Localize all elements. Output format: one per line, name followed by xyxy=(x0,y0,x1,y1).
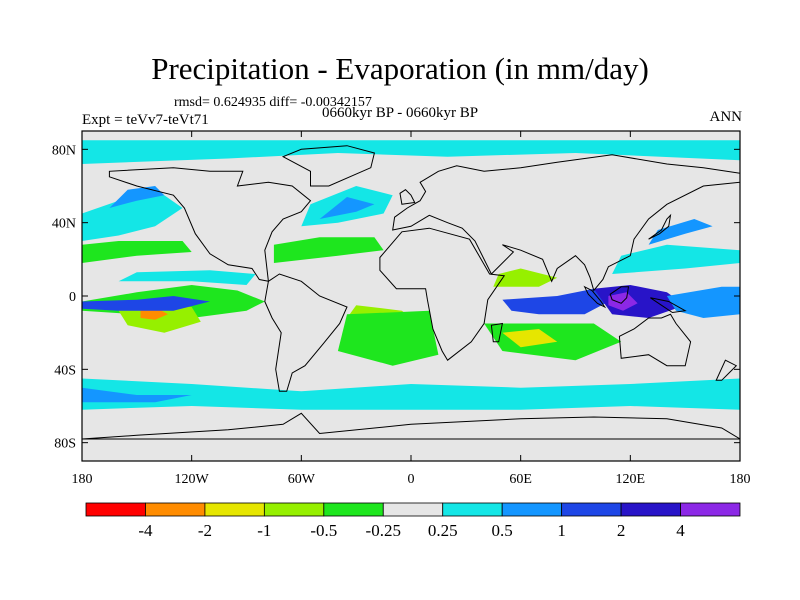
colorbar-swatch xyxy=(145,502,206,517)
y-axis-ticks: 80N 40N 0 40S 80S xyxy=(52,143,740,452)
x-axis-ticks: 180 120W 60W 0 60E 120E 180 xyxy=(72,131,751,487)
field-equatorial-pacific-positive xyxy=(82,296,210,311)
colorbar-label: -0.25 xyxy=(366,521,401,540)
field-north-atlantic-core xyxy=(319,197,375,219)
field-south-atlantic-green xyxy=(337,310,439,366)
coast-greenland xyxy=(281,145,376,187)
x-tick-label: 60W xyxy=(288,472,316,487)
colorbar-swatch xyxy=(620,502,681,517)
colorbar-swatch xyxy=(680,502,741,517)
field-itcz-east-pacific-positive xyxy=(118,270,256,285)
field-western-pacific-north xyxy=(612,244,740,274)
field-maritime-continent-max xyxy=(593,285,686,318)
coast-eurasia xyxy=(392,154,740,292)
coastlines xyxy=(82,145,740,440)
y-tick-label: 80S xyxy=(54,437,76,452)
colorbar-swatch xyxy=(442,502,503,517)
coast-borneo xyxy=(609,286,630,304)
y-tick-label: 80N xyxy=(52,143,76,158)
colorbar-swatch xyxy=(204,502,265,517)
period-text: 0660kyr BP - 0660kyr BP xyxy=(322,105,479,121)
y-tick-label: 0 xyxy=(69,290,76,305)
experiment-text: Expt = teVv7-teVt71 xyxy=(82,112,209,128)
colorbar-label: -4 xyxy=(138,521,153,540)
x-tick-label: 180 xyxy=(72,472,93,487)
colorbar-label: -1 xyxy=(257,521,271,540)
field-southern-ocean-deep xyxy=(82,387,192,403)
field-subtropical-north-pacific-negative xyxy=(82,241,192,263)
field-kuroshio-positive xyxy=(648,219,713,245)
colorbar-swatch xyxy=(263,502,325,517)
colorbar-label: 0.5 xyxy=(492,521,513,540)
field-indian-ocean-positive xyxy=(502,288,613,315)
coast-japan xyxy=(648,213,672,240)
coast-north-america xyxy=(108,167,312,282)
x-tick-label: 0 xyxy=(408,472,415,487)
colorbar-label: 4 xyxy=(676,521,685,540)
stats-text: rmsd= 0.624935 diff= -0.00342157 xyxy=(174,95,372,110)
field-arctic-positive xyxy=(82,140,740,164)
y-tick-label: 40N xyxy=(52,217,76,232)
colorbar-swatch xyxy=(561,502,622,517)
season-text: ANN xyxy=(709,109,743,125)
x-tick-label: 180 xyxy=(730,472,751,487)
field-north-pacific-storm-track xyxy=(82,195,183,241)
x-tick-label: 120W xyxy=(175,472,210,487)
coast-new-zealand xyxy=(715,359,738,381)
colorbar: -4 -2 -1 -0.5 -0.25 0.25 0.5 1 2 4 xyxy=(85,502,741,540)
coast-antarctica xyxy=(82,412,740,440)
coast-south-america xyxy=(264,273,348,392)
field-southern-ocean-positive xyxy=(82,378,740,410)
coast-uk xyxy=(399,189,416,205)
x-tick-label: 120E xyxy=(616,472,646,487)
y-tick-label: 40S xyxy=(54,363,76,378)
colorbar-label: -0.5 xyxy=(310,521,337,540)
colorbar-swatch xyxy=(323,502,384,517)
x-tick-label: 60E xyxy=(509,472,532,487)
colorbar-label: 1 xyxy=(557,521,566,540)
field-indian-ocean-negative xyxy=(493,268,558,287)
colorbar-label: -2 xyxy=(198,521,212,540)
colorbar-swatch xyxy=(501,502,563,517)
coast-sumatra xyxy=(583,285,607,309)
colorbar-swatch xyxy=(85,502,146,517)
coast-new-guinea xyxy=(650,297,687,314)
field-subtropical-atlantic-negative xyxy=(273,237,384,263)
coast-australia xyxy=(618,313,692,367)
plot-title: Precipitation - Evaporation (in mm/day) xyxy=(151,51,649,86)
colorbar-label: 0.25 xyxy=(428,521,458,540)
contour-fields xyxy=(82,140,740,410)
field-north-pacific-storm-track-core xyxy=(109,186,165,208)
coast-madagascar xyxy=(490,322,504,343)
colorbar-swatch xyxy=(382,502,444,517)
colorbar-label: 2 xyxy=(617,521,626,540)
coast-africa xyxy=(379,227,506,361)
field-south-indian-yellow xyxy=(502,329,558,348)
